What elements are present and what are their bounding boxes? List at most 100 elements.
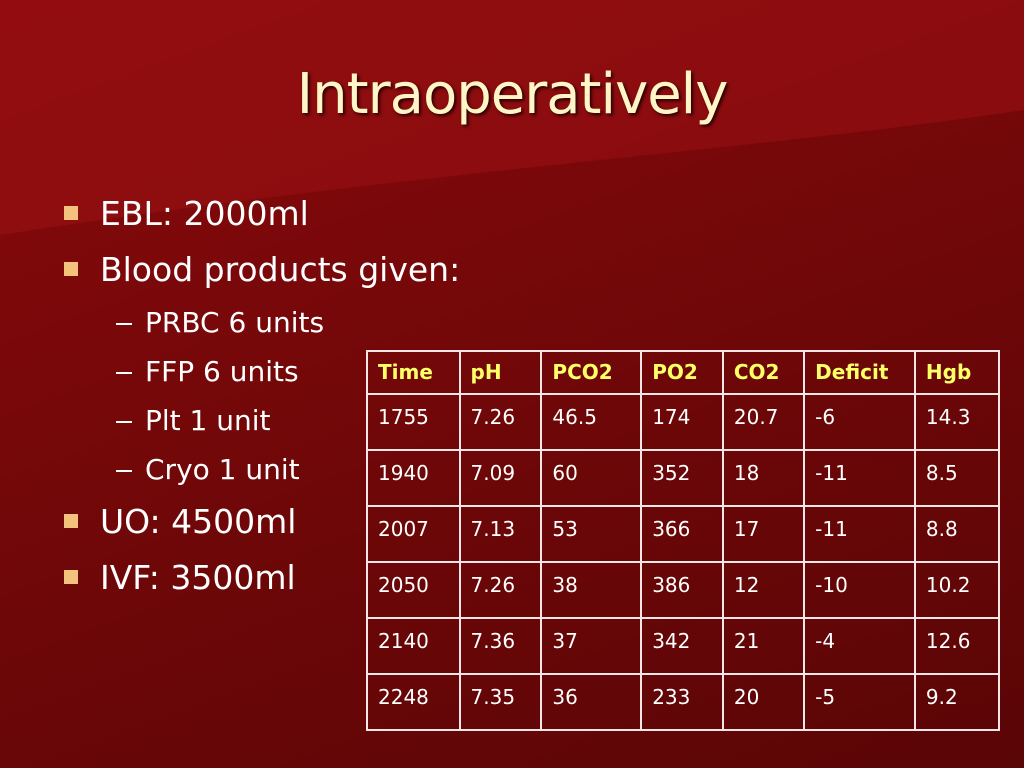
table-cell-text: 53 [552,517,578,541]
table-cell: -6 [803,393,916,451]
table-cell: 37 [540,617,643,675]
table-cell: 7.09 [458,449,543,507]
table-cell: 7.26 [458,561,543,619]
table-cell: 21 [721,617,806,675]
table-cell-text: -10 [815,573,848,597]
dash-marker [116,470,132,472]
table-cell: 8.8 [913,505,1001,563]
table-cell-text: 20 [733,685,760,709]
bullet-item-text: Blood products given: [100,250,461,289]
bullet-list: EBL: 2000ml Blood products given: PRBC 6 u… [62,186,460,606]
bullet-item: IVF: 3500ml [62,550,460,606]
bullet-item: UO: 4500ml [62,494,460,550]
table-cell-text: 233 [652,685,691,709]
table-cell-text: 12 [733,573,760,597]
sub-bullet-item-text: PRBC 6 units [145,306,325,339]
table-cell-text: 18 [733,461,760,485]
table-cell-text: 2140 [378,629,429,653]
sub-bullet-item: Cryo 1 unit [62,445,460,494]
table-cell: 53 [540,505,643,563]
table-row: 2007 7.13 53 366 17 -11 8.8 [366,505,1001,563]
table-cell: 366 [640,505,724,563]
table-cell: 2248 [366,673,461,731]
table-cell-text: 38 [552,573,578,597]
sub-bullet-item: FFP 6 units [62,347,460,396]
table-cell: 7.36 [458,617,543,675]
table-cell-text: 7.35 [470,685,516,709]
table-cell: 2007 [366,505,461,563]
swoosh-shape [0,0,1024,235]
table-cell-text: 2007 [378,517,429,541]
dash-marker [116,421,132,423]
table-cell: 7.35 [458,673,543,731]
table-cell-text: 8.8 [925,517,958,541]
table-cell-text: 7.13 [470,517,516,541]
table-row: 1940 7.09 60 352 18 -11 8.5 [366,449,1001,507]
table-cell-text: -6 [815,405,836,429]
table-cell-text: 386 [652,573,691,597]
table-cell-text: -5 [815,685,836,709]
table-row: 2050 7.26 38 386 12 -10 10.2 [366,561,1001,619]
table-cell: 174 [640,393,724,451]
table-cell-text: 7.26 [470,573,516,597]
header-cell: Deficit [803,350,916,395]
table-cell: 7.13 [458,505,543,563]
header-cell-text: pH [470,360,502,384]
header-cell: pH [458,350,543,395]
bullet-marker [64,514,78,528]
table-cell-text: 14.3 [925,405,971,429]
bullet-item-text: UO: 4500ml [100,502,297,541]
table-cell-text: 46.5 [552,405,597,429]
table-cell: 9.2 [913,673,1001,731]
header-cell-text: PO2 [652,360,698,384]
table-cell-text: 8.5 [925,461,958,485]
table-cell-text: 174 [652,405,691,429]
table-cell: 14.3 [913,393,1001,451]
table-cell: 2050 [366,561,461,619]
table-cell: 233 [640,673,724,731]
sub-bullet-item-text: Cryo 1 unit [145,453,300,486]
header-cell: CO2 [721,350,806,395]
table-row: 2248 7.35 36 233 20 -5 9.2 [366,673,1001,731]
table-cell-text: 36 [552,685,578,709]
table-cell-text: 10.2 [925,573,971,597]
table-cell-text: 60 [552,461,578,485]
table-cell-text: -11 [815,461,848,485]
table-cell-text: 1940 [378,461,429,485]
table-cell: -11 [803,505,916,563]
table-cell: 10.2 [913,561,1001,619]
sub-bullet-item: Plt 1 unit [62,396,460,445]
table-cell-text: 17 [733,517,760,541]
header-cell: PCO2 [540,350,643,395]
dash-marker [116,372,132,374]
table-cell-text: 2248 [378,685,429,709]
table-cell-text: 21 [733,629,760,653]
table-cell-text: 352 [652,461,691,485]
bullet-marker [64,570,78,584]
table-cell-text: 366 [652,517,691,541]
table-cell: 38 [540,561,643,619]
table-cell: 386 [640,561,724,619]
table-cell: -5 [803,673,916,731]
table-cell: 12 [721,561,806,619]
table-cell-text: 7.26 [470,405,516,429]
table-row: 2140 7.36 37 342 21 -4 12.6 [366,617,1001,675]
blood-gas-table: Time pH PCO2 PO2 CO2 Deficit Hgb 1755 7.26 46.5 17… [366,350,1001,731]
table-cell: 60 [540,449,643,507]
table-cell-text: 1755 [378,405,429,429]
table-cell-text: 9.2 [925,685,958,709]
header-cell: Hgb [913,350,1001,395]
table-cell: 17 [721,505,806,563]
header-cell-text: CO2 [733,360,780,384]
table-cell-text: -4 [815,629,836,653]
header-cell-text: Time [378,360,433,384]
table-cell-text: 342 [652,629,691,653]
slide-title: Intraoperatively [296,62,729,127]
table-cell: 352 [640,449,724,507]
table-cell: 46.5 [540,393,643,451]
table-cell: -11 [803,449,916,507]
table-cell: 2140 [366,617,461,675]
bullet-marker [64,206,78,220]
